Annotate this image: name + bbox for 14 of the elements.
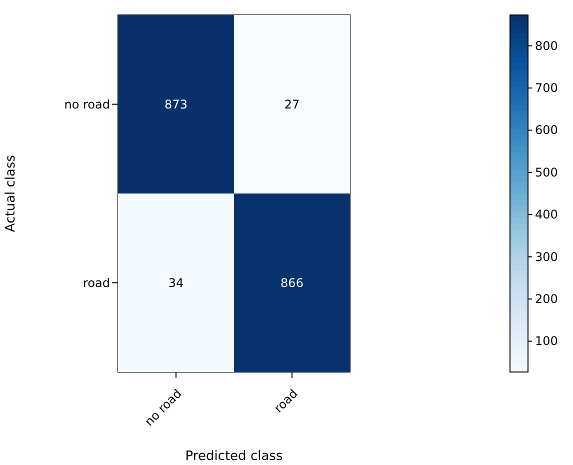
color-bar-label: 200 [535,292,558,306]
color-bar-label: 600 [535,123,558,138]
color-bar-label: 100 [535,334,558,348]
data-label: 873 [164,97,188,112]
color-bar-label: 800 [535,38,558,53]
y-axis-title: Actual class [4,154,19,232]
color-bar-label: 700 [535,81,558,96]
color-bar-label: 500 [535,165,558,180]
color-bar-label: 400 [535,208,558,222]
data-label: 866 [280,276,304,290]
color-bar-label: 300 [535,250,558,264]
x-axis-title: Predicted class [185,449,283,464]
data-label: 34 [168,276,184,290]
data-label: 27 [284,97,300,112]
